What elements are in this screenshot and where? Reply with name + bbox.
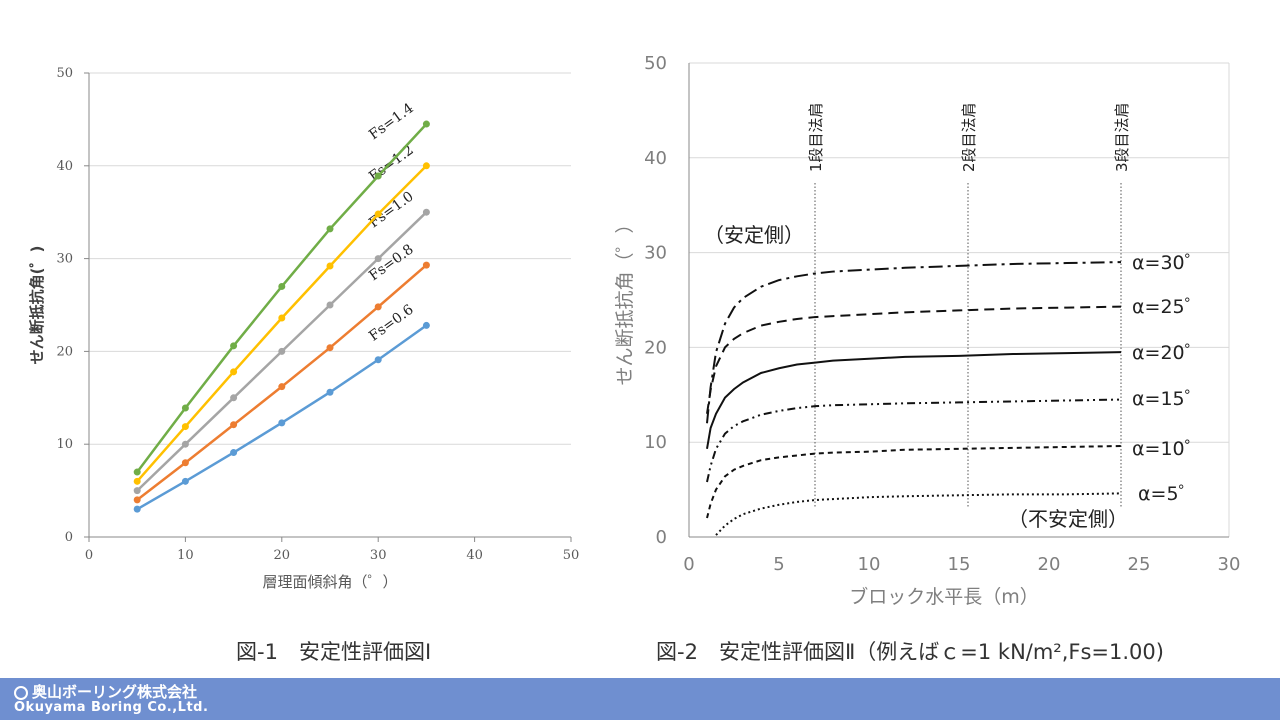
data-point (278, 314, 286, 322)
series-label: Fs=1.4 (366, 100, 417, 143)
data-point (422, 162, 430, 170)
x-tick-label: 20 (274, 548, 291, 563)
chart-stability-2: 0 5 10 15 20 25 30 0 10 20 30 40 50 ブロック水平長（m） 1段目法肩 2段… (644, 53, 1241, 608)
data-point (326, 388, 334, 396)
annotation-stable: （安定側） (704, 223, 804, 247)
data-point (181, 404, 189, 412)
data-point (326, 225, 334, 233)
data-point (133, 505, 141, 513)
data-point (133, 496, 141, 504)
data-point (181, 423, 189, 431)
series-label: α=30゜ (1132, 252, 1204, 274)
figure-2-caption: 図-2 安定性評価図Ⅱ（例えばｃ=1 kN/m²,Fs=1.00) (656, 640, 1164, 664)
x-tick-label: 0 (85, 548, 93, 563)
series-label: α=20゜ (1132, 342, 1204, 364)
data-point (422, 208, 430, 216)
x-axis-title: ブロック水平長（m） (849, 585, 1039, 608)
figure-1-caption: 図-1 安定性評価図Ⅰ (236, 640, 432, 664)
x-tick-label: 30 (1218, 554, 1241, 575)
y-tick-label: 50 (644, 53, 667, 74)
series-line (706, 305, 1122, 414)
company-name-jp: 奥山ボーリング株式会社 (32, 683, 198, 701)
series-line (136, 264, 428, 501)
data-point (181, 440, 189, 448)
annotation-unstable: （不安定側） (1008, 507, 1128, 531)
x-tick-label: 50 (563, 548, 580, 563)
data-point (374, 172, 382, 180)
data-point (422, 321, 430, 329)
data-point (422, 261, 430, 269)
y-tick-label: 0 (65, 530, 73, 545)
data-point (374, 210, 382, 218)
y-tick-label: 10 (644, 432, 667, 453)
x-tick-label: 10 (177, 548, 194, 563)
x-axis-title: 層理面傾斜角（゜） (262, 573, 397, 591)
data-point (278, 419, 286, 427)
data-point (133, 487, 141, 495)
data-point (374, 356, 382, 364)
y-tick-label: 30 (56, 252, 73, 267)
shoulder-label: 2段目法肩 (960, 102, 978, 172)
series-line (706, 261, 1122, 424)
company-logo: 奥山ボーリング株式会社 (14, 681, 197, 702)
x-tick-label: 25 (1128, 554, 1151, 575)
data-point (230, 394, 238, 402)
data-point (326, 344, 334, 352)
data-point (133, 477, 141, 485)
y-tick-label: 40 (644, 148, 667, 169)
x-tick-label: 10 (858, 554, 881, 575)
data-point (374, 255, 382, 263)
shoulder-label: 1段目法肩 (807, 102, 825, 172)
data-point (278, 383, 286, 391)
footer-bar: 奥山ボーリング株式会社 Okuyama Boring Co.,Ltd. (0, 678, 1280, 720)
x-tick-label: 5 (773, 554, 784, 575)
y-tick-label: 10 (56, 437, 73, 452)
data-point (326, 262, 334, 270)
data-point (133, 468, 141, 476)
x-tick-label: 30 (370, 548, 387, 563)
data-point (230, 342, 238, 350)
y-tick-label: 20 (56, 344, 73, 359)
data-point (230, 421, 238, 429)
data-point (422, 120, 430, 128)
x-tick-label: 20 (1038, 554, 1061, 575)
series-label: α=15゜ (1132, 388, 1204, 410)
y-axis-title: せん断抵抗角(゜) (28, 246, 46, 365)
data-point (278, 347, 286, 355)
data-point (181, 477, 189, 485)
y-tick-label: 20 (644, 337, 667, 358)
x-tick-label: 15 (948, 554, 971, 575)
data-point (374, 303, 382, 311)
chart-stability-1: 0 10 20 30 40 50 0 10 20 30 40 50 層理面傾斜角（゜） せん断抵抗角(゜)… (28, 66, 636, 591)
y-tick-label: 30 (644, 243, 667, 264)
y-tick-label: 50 (56, 66, 73, 81)
shoulder-label: 3段目法肩 (1113, 102, 1131, 172)
series-label: α=25゜ (1132, 296, 1204, 318)
logo-mark-icon (14, 686, 28, 700)
data-point (278, 282, 286, 290)
series-line (706, 351, 1122, 450)
y-tick-label: 40 (56, 159, 73, 174)
data-point (326, 301, 334, 309)
chart2-y-axis-title: せん断抵抗角（゜） (614, 214, 636, 385)
data-point (230, 449, 238, 457)
y-tick-label: 0 (656, 527, 667, 548)
series-line (706, 444, 1122, 519)
series-label: α=5゜ (1138, 483, 1198, 505)
company-name-en: Okuyama Boring Co.,Ltd. (14, 700, 209, 715)
series-label: α=10゜ (1132, 438, 1204, 460)
series-label: Fs=1.0 (366, 188, 417, 231)
series-line (706, 398, 1122, 483)
data-point (230, 368, 238, 376)
x-tick-label: 40 (466, 548, 483, 563)
x-tick-label: 0 (683, 554, 694, 575)
data-point (181, 459, 189, 467)
